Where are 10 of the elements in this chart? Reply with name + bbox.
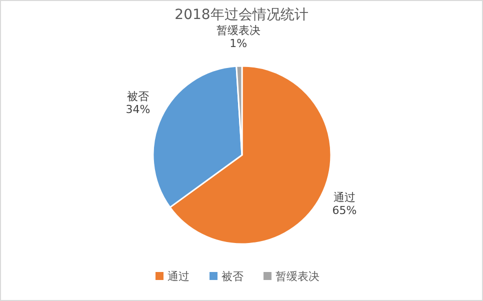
chart-title: 2018年过会情况统计	[174, 7, 308, 23]
slice-label: 被否	[126, 90, 149, 104]
legend-label: 被否	[222, 270, 244, 283]
data-label: 1%	[230, 37, 248, 50]
slice-label: 通过	[333, 191, 356, 204]
legend-label: 暂缓表决	[276, 270, 320, 283]
data-label: 65%	[332, 204, 357, 218]
legend-label: 通过	[168, 270, 190, 283]
data-label: 34%	[126, 103, 150, 116]
slice-label: 暂缓表决	[216, 24, 260, 38]
